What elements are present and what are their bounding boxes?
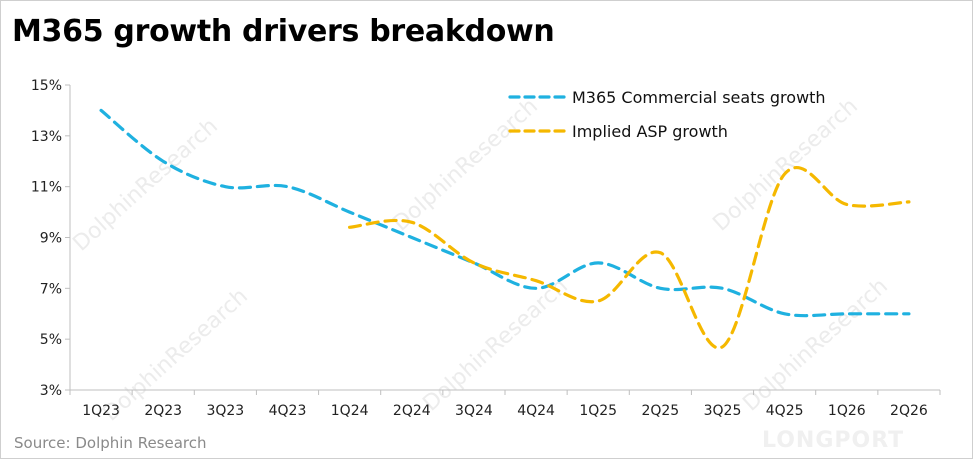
x-tick-label: 4Q24 xyxy=(517,403,555,419)
y-tick-label: 5% xyxy=(40,332,62,348)
x-tick-label: 1Q26 xyxy=(828,403,866,419)
x-tick-label: 3Q25 xyxy=(704,403,742,419)
series-lines xyxy=(99,108,911,350)
chart-title: M365 growth drivers breakdown xyxy=(12,14,555,49)
x-tick-label: 2Q23 xyxy=(144,403,182,419)
y-tick-label: 3% xyxy=(40,383,62,399)
source-note: Source: Dolphin Research xyxy=(14,434,207,452)
x-tick-label: 4Q23 xyxy=(269,403,307,419)
x-tick-label: 3Q24 xyxy=(455,403,493,419)
x-tick-label: 2Q26 xyxy=(890,403,928,419)
series-line-1 xyxy=(348,166,911,350)
watermarks: DolphinResearch DolphinResearch DolphinRes… xyxy=(68,94,893,427)
x-tick-label: 1Q25 xyxy=(579,403,617,419)
x-tick-label: 2Q24 xyxy=(393,403,431,419)
y-tick-label: 15% xyxy=(31,78,62,94)
x-tick-label: 4Q25 xyxy=(766,403,804,419)
watermark-text: DolphinResearch xyxy=(738,274,893,417)
series-line-0 xyxy=(99,108,911,318)
y-tick-label: 9% xyxy=(40,231,62,247)
axes: 3% 5% 7% 9% 11% 13% 15% 1Q23 2Q23 3Q23 4Q23 1Q24 2Q2… xyxy=(31,78,941,419)
x-tick-label: 1Q23 xyxy=(82,403,120,419)
watermark-text: DolphinResearch xyxy=(418,274,573,417)
legend: M365 Commercial seats growth Implied ASP … xyxy=(508,88,826,141)
watermark-text: DolphinResearch xyxy=(68,114,223,257)
watermark-text: DolphinResearch xyxy=(708,94,863,237)
brand-watermark: LONGPORT xyxy=(762,428,905,453)
y-tick-label: 13% xyxy=(31,129,62,145)
watermark-text: DolphinResearch xyxy=(388,94,543,237)
x-tick-label: 3Q23 xyxy=(206,403,244,419)
legend-label: M365 Commercial seats growth xyxy=(572,88,826,107)
y-tick-label: 11% xyxy=(31,180,62,196)
legend-label: Implied ASP growth xyxy=(572,122,728,141)
y-tick-label: 7% xyxy=(40,281,62,297)
x-tick-label: 2Q25 xyxy=(641,403,679,419)
x-tick-label: 1Q24 xyxy=(331,403,369,419)
